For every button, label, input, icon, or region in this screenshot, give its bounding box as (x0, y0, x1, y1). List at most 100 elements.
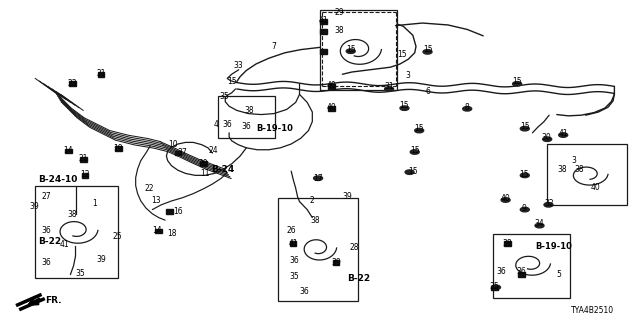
Circle shape (535, 223, 544, 228)
Text: 27: 27 (42, 192, 52, 201)
Text: 34: 34 (534, 220, 545, 228)
Circle shape (410, 150, 419, 154)
Text: 38: 38 (574, 165, 584, 174)
Circle shape (492, 285, 500, 290)
Bar (80, 157, 86, 162)
Circle shape (385, 87, 394, 91)
Text: 15: 15 (518, 170, 529, 179)
Text: 30: 30 (541, 133, 551, 142)
Text: 15: 15 (346, 45, 356, 54)
Text: B-19-10: B-19-10 (536, 242, 573, 251)
Text: 2: 2 (310, 196, 315, 205)
Text: 13: 13 (150, 196, 161, 205)
Text: 7: 7 (271, 42, 276, 51)
Text: 39: 39 (29, 202, 39, 211)
Circle shape (400, 106, 409, 110)
Text: 41: 41 (318, 16, 328, 25)
Bar (328, 84, 335, 89)
Text: 41: 41 (288, 239, 298, 248)
Bar (320, 49, 326, 54)
Bar (115, 147, 122, 151)
Text: 15: 15 (410, 146, 420, 155)
Text: 1: 1 (92, 199, 97, 208)
Circle shape (520, 207, 529, 212)
Text: 18: 18 (167, 229, 176, 238)
Circle shape (513, 82, 522, 86)
Text: FR.: FR. (45, 296, 61, 305)
Text: 36: 36 (289, 256, 300, 265)
Text: 17: 17 (313, 174, 323, 183)
Circle shape (501, 198, 510, 202)
Text: 15: 15 (422, 45, 433, 54)
Text: 39: 39 (342, 192, 353, 201)
Text: B-19-10: B-19-10 (256, 124, 293, 132)
Bar (333, 260, 339, 265)
Text: 12: 12 (81, 170, 90, 179)
Text: 15: 15 (227, 77, 237, 86)
Bar (518, 272, 525, 277)
Text: 16: 16 (173, 207, 183, 216)
Text: 36: 36 (516, 268, 527, 276)
Bar (278, 198, 358, 301)
Text: 9: 9 (521, 204, 526, 212)
Text: 10: 10 (168, 140, 178, 148)
Text: 36: 36 (42, 258, 52, 267)
Circle shape (520, 126, 529, 131)
Text: 36: 36 (222, 120, 232, 129)
Text: 26: 26 (286, 226, 296, 235)
Bar (290, 242, 296, 246)
Bar (82, 173, 88, 178)
Bar (320, 29, 326, 34)
Text: 11: 11 (200, 169, 209, 178)
Bar (98, 72, 104, 77)
Text: 15: 15 (414, 124, 424, 132)
Text: 14: 14 (63, 146, 74, 155)
Text: 38: 38 (67, 210, 77, 219)
Text: B-22: B-22 (38, 237, 61, 246)
Text: 40: 40 (326, 81, 337, 90)
Bar (200, 162, 207, 166)
Text: 29: 29 (334, 8, 344, 17)
Text: 24: 24 (208, 146, 218, 155)
Bar (492, 286, 498, 291)
Bar (547, 144, 627, 205)
Text: 23: 23 (67, 79, 77, 88)
Text: 3: 3 (405, 71, 410, 80)
Bar (175, 151, 181, 156)
Text: 39: 39 (331, 258, 341, 267)
Circle shape (423, 50, 432, 54)
Text: 6: 6 (425, 87, 430, 96)
Text: B-24-10: B-24-10 (38, 175, 78, 184)
Text: 35: 35 (75, 269, 85, 278)
Text: TYA4B2510: TYA4B2510 (572, 306, 614, 315)
Text: 15: 15 (512, 77, 522, 86)
Bar (65, 148, 72, 154)
Text: 36: 36 (42, 226, 52, 235)
Text: 40: 40 (500, 194, 511, 203)
Bar (504, 242, 511, 246)
Circle shape (463, 107, 472, 111)
Text: B-24: B-24 (211, 165, 234, 174)
Circle shape (405, 170, 414, 174)
Text: 41: 41 (558, 129, 568, 138)
Text: 41: 41 (59, 240, 69, 249)
Circle shape (544, 203, 553, 207)
Text: 14: 14 (152, 226, 162, 235)
Text: 31: 31 (384, 82, 394, 91)
Text: 35: 35 (219, 92, 229, 100)
Text: 5: 5 (556, 270, 561, 279)
Text: 36: 36 (241, 122, 252, 131)
Text: 38: 38 (334, 26, 344, 35)
Text: 36: 36 (299, 287, 309, 296)
Bar (320, 10, 397, 90)
Text: 20: 20 (198, 159, 209, 168)
Text: 38: 38 (310, 216, 321, 225)
Text: 35: 35 (490, 282, 500, 291)
Text: 19: 19 (113, 144, 124, 153)
Bar (320, 20, 326, 24)
Text: B-22: B-22 (348, 274, 371, 283)
Bar (166, 209, 173, 214)
Text: 38: 38 (244, 106, 255, 115)
Text: 15: 15 (520, 122, 530, 131)
Circle shape (520, 173, 529, 178)
